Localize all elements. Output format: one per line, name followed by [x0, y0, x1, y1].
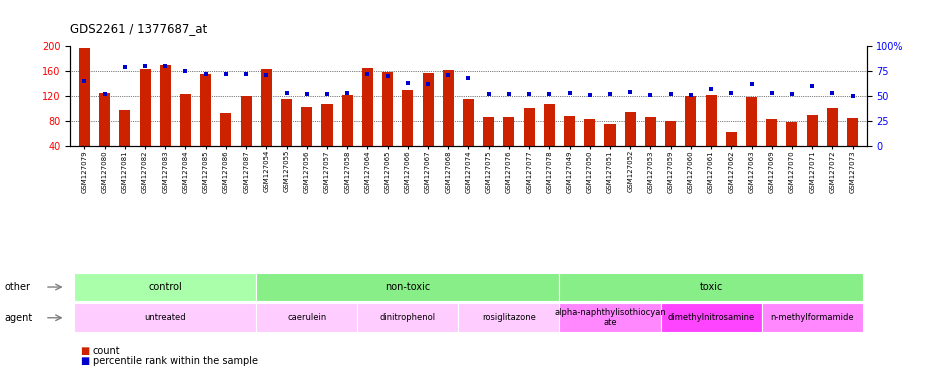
- Bar: [260, 69, 271, 171]
- Bar: [422, 73, 433, 171]
- Bar: [684, 96, 695, 171]
- Bar: [483, 117, 494, 171]
- Point: [198, 71, 213, 77]
- Bar: [442, 70, 453, 171]
- Point: [461, 75, 475, 81]
- Text: GDS2261 / 1377687_at: GDS2261 / 1377687_at: [70, 22, 207, 35]
- Point: [521, 91, 536, 97]
- Bar: [725, 132, 736, 171]
- Bar: [139, 69, 151, 171]
- Point: [581, 92, 596, 98]
- Point: [622, 89, 637, 95]
- Point: [844, 93, 859, 99]
- Point: [824, 90, 839, 96]
- Point: [97, 91, 112, 97]
- Point: [239, 71, 254, 77]
- Point: [258, 72, 273, 78]
- Point: [481, 91, 496, 97]
- Text: n-methylformamide: n-methylformamide: [769, 313, 853, 322]
- Point: [299, 91, 314, 97]
- Point: [178, 68, 193, 74]
- Point: [319, 91, 334, 97]
- Bar: [785, 122, 797, 171]
- Bar: [766, 119, 777, 171]
- Text: agent: agent: [5, 313, 33, 323]
- Point: [804, 83, 819, 89]
- Text: dinitrophenol: dinitrophenol: [379, 313, 435, 322]
- Point: [723, 90, 738, 96]
- Point: [663, 91, 678, 97]
- Bar: [382, 72, 393, 171]
- Bar: [321, 104, 332, 171]
- Point: [279, 90, 294, 96]
- Bar: [241, 96, 252, 171]
- Text: ■: ■: [80, 346, 89, 356]
- Text: control: control: [148, 282, 182, 292]
- Point: [602, 91, 617, 97]
- Text: rosiglitazone: rosiglitazone: [481, 313, 535, 322]
- Point: [440, 72, 455, 78]
- Text: dimethylnitrosamine: dimethylnitrosamine: [666, 313, 753, 322]
- Point: [703, 86, 718, 92]
- Text: other: other: [5, 282, 31, 292]
- Bar: [745, 97, 756, 171]
- Bar: [624, 112, 636, 171]
- Bar: [826, 109, 837, 171]
- Point: [562, 90, 577, 96]
- Point: [117, 64, 132, 70]
- Point: [359, 71, 374, 77]
- Point: [77, 78, 92, 84]
- Bar: [342, 95, 352, 171]
- Text: caerulein: caerulein: [286, 313, 326, 322]
- Point: [340, 90, 355, 96]
- Point: [743, 81, 758, 87]
- Point: [138, 63, 153, 69]
- Bar: [665, 121, 676, 171]
- Text: toxic: toxic: [698, 282, 722, 292]
- Point: [682, 92, 697, 98]
- Bar: [159, 65, 170, 171]
- Point: [400, 80, 415, 86]
- Point: [764, 90, 779, 96]
- Bar: [220, 114, 231, 171]
- Bar: [543, 104, 554, 171]
- Bar: [644, 117, 655, 171]
- Point: [380, 73, 395, 79]
- Bar: [361, 68, 373, 171]
- Bar: [180, 94, 191, 171]
- Bar: [200, 74, 211, 171]
- Bar: [584, 119, 594, 171]
- Text: percentile rank within the sample: percentile rank within the sample: [93, 356, 257, 366]
- Bar: [523, 109, 534, 171]
- Bar: [503, 117, 514, 171]
- Bar: [604, 124, 615, 171]
- Bar: [300, 107, 312, 171]
- Bar: [846, 118, 857, 171]
- Text: count: count: [93, 346, 120, 356]
- Point: [218, 71, 233, 77]
- Point: [541, 91, 556, 97]
- Point: [642, 92, 657, 98]
- Bar: [705, 95, 716, 171]
- Point: [157, 63, 172, 69]
- Text: alpha-naphthylisothiocyan
ate: alpha-naphthylisothiocyan ate: [553, 308, 665, 328]
- Point: [501, 91, 516, 97]
- Bar: [79, 48, 90, 171]
- Bar: [462, 99, 474, 171]
- Bar: [281, 99, 292, 171]
- Point: [420, 81, 435, 87]
- Point: [783, 91, 798, 97]
- Bar: [563, 116, 575, 171]
- Bar: [119, 110, 130, 171]
- Text: ■: ■: [80, 356, 89, 366]
- Text: non-toxic: non-toxic: [385, 282, 430, 292]
- Bar: [806, 115, 817, 171]
- Bar: [402, 90, 413, 171]
- Text: untreated: untreated: [144, 313, 186, 322]
- Bar: [99, 93, 110, 171]
